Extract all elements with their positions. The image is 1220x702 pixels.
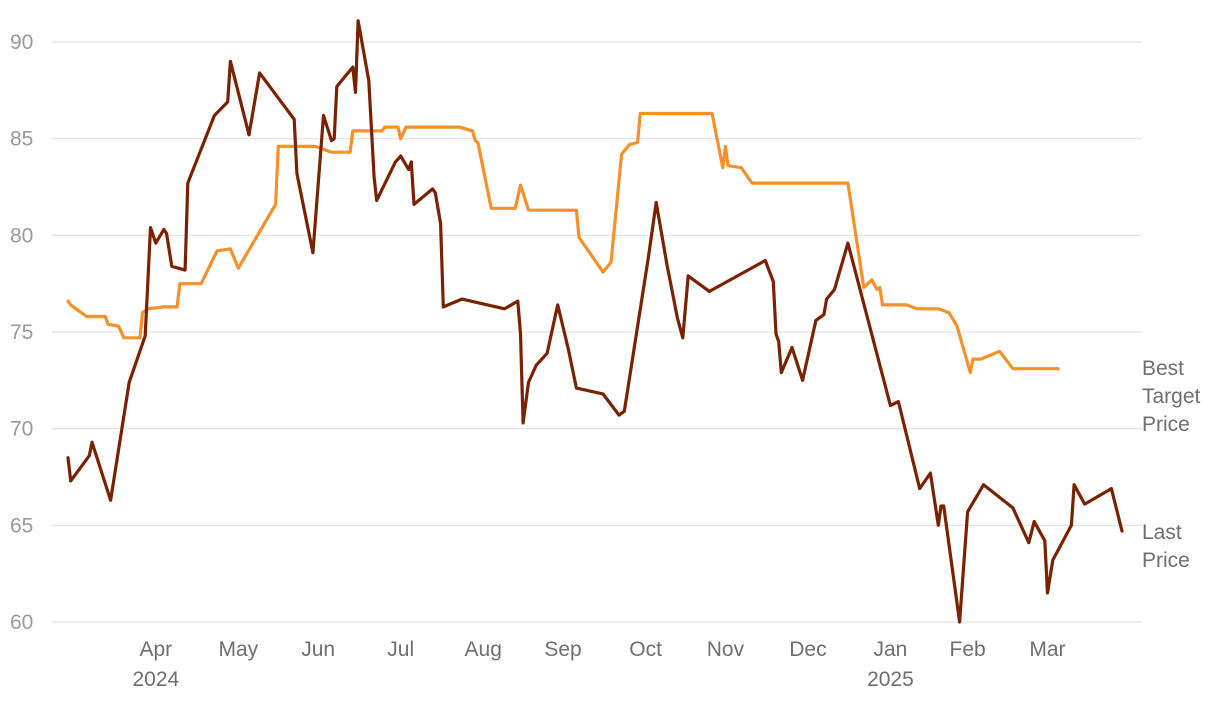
legend-label: Target	[1142, 385, 1201, 408]
x-tick-year-label: 2024	[132, 668, 179, 691]
legend-labels: Best Target Price Last Price	[1142, 357, 1201, 572]
y-tick-label: 70	[10, 418, 33, 441]
y-tick-label: 80	[10, 224, 33, 247]
y-axis-tick-labels: 90 85 80 75 70 65 60	[10, 31, 33, 634]
y-tick-label: 65	[10, 514, 33, 537]
series-line-best-target-price	[66, 111, 1060, 375]
x-tick-year-label: 2025	[867, 668, 914, 691]
legend-label: Best	[1142, 357, 1184, 380]
series-line-last-price	[66, 19, 1124, 624]
x-tick-label: Apr	[139, 638, 172, 661]
x-tick-label: Jun	[301, 638, 335, 661]
y-tick-label: 75	[10, 321, 33, 344]
x-tick-label: Jan	[874, 638, 908, 661]
x-tick-label: Nov	[707, 638, 745, 661]
x-tick-label: Dec	[789, 638, 826, 661]
x-tick-label: Feb	[950, 638, 986, 661]
y-tick-label: 60	[10, 611, 33, 634]
x-tick-label: May	[218, 638, 258, 661]
x-tick-label: Aug	[465, 638, 502, 661]
x-tick-label: Sep	[544, 638, 581, 661]
x-axis-tick-labels: Apr 2024 May Jun Jul Aug Sep Oct Nov Dec Jan 2025 Fe…	[132, 638, 1065, 691]
legend-label: Price	[1142, 549, 1190, 572]
y-gridlines	[52, 41, 1142, 623]
y-tick-label: 90	[10, 31, 33, 54]
x-tick-label: Jul	[387, 638, 414, 661]
x-tick-label: Mar	[1029, 638, 1065, 661]
legend-label: Last	[1142, 521, 1182, 544]
x-tick-label: Oct	[629, 638, 662, 661]
y-tick-label: 85	[10, 128, 33, 151]
legend-label: Price	[1142, 413, 1190, 436]
series-lines	[66, 19, 1124, 624]
